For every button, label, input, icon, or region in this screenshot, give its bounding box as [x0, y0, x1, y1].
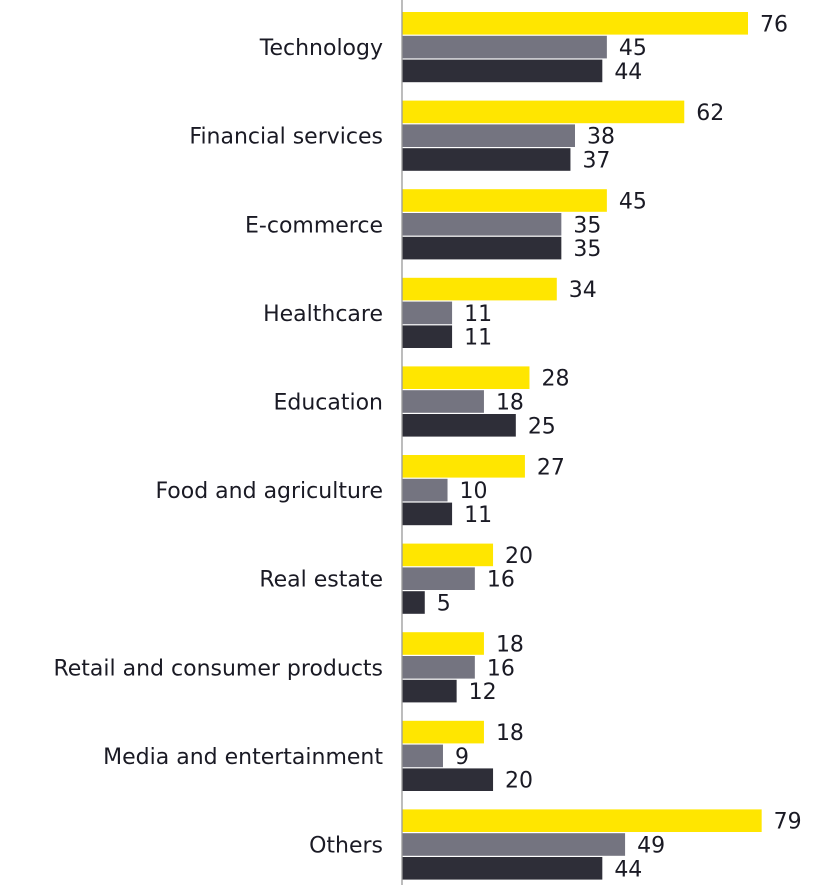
bar-b — [402, 213, 562, 236]
bars-group — [402, 12, 762, 880]
bar-a — [402, 455, 525, 478]
value-label: 62 — [696, 101, 724, 126]
bar-b — [402, 478, 448, 502]
value-label: 45 — [619, 36, 647, 61]
value-label: 16 — [487, 656, 515, 681]
bar-b — [402, 301, 453, 325]
category-label: Technology — [259, 36, 383, 61]
bar-b — [402, 833, 626, 856]
bar-c — [402, 857, 603, 880]
value-label: 11 — [464, 326, 492, 351]
value-label: 25 — [528, 414, 556, 439]
value-label: 35 — [573, 237, 601, 262]
value-label: 9 — [455, 745, 469, 770]
value-label: 20 — [505, 769, 533, 794]
value-label: 11 — [464, 302, 492, 327]
value-label: 44 — [614, 857, 642, 882]
category-label: Food and agriculture — [155, 479, 383, 504]
value-label: 16 — [487, 568, 515, 593]
value-label: 20 — [505, 544, 533, 569]
category-label: Real estate — [259, 568, 383, 593]
value-label: 10 — [460, 479, 488, 504]
category-label: Healthcare — [263, 302, 383, 327]
bar-a — [402, 277, 557, 301]
value-label: 18 — [496, 633, 524, 658]
bar-c — [402, 414, 516, 437]
bar-b — [402, 390, 484, 413]
value-label: 18 — [496, 391, 524, 416]
bar-c — [402, 591, 425, 614]
value-label: 18 — [496, 721, 524, 746]
value-label: 34 — [569, 278, 597, 303]
bar-a — [402, 12, 748, 35]
bar-c — [402, 148, 571, 171]
bar-a — [402, 720, 484, 744]
value-label: 27 — [537, 455, 565, 480]
value-label: 76 — [760, 12, 788, 37]
bar-b — [402, 567, 475, 590]
value-label: 28 — [541, 367, 569, 392]
bar-a — [402, 189, 607, 212]
bar-a — [402, 632, 484, 655]
value-label: 44 — [614, 60, 642, 85]
value-label: 45 — [619, 190, 647, 215]
value-label: 35 — [573, 213, 601, 238]
value-label: 79 — [774, 810, 802, 835]
bar-b — [402, 124, 575, 147]
category-label: Retail and consumer products — [53, 656, 383, 681]
value-label: 5 — [437, 592, 451, 617]
bar-b — [402, 744, 443, 768]
bar-c — [402, 236, 562, 260]
bar-a — [402, 100, 685, 124]
value-label: 11 — [464, 503, 492, 528]
category-label: E-commerce — [245, 213, 383, 238]
value-label: 37 — [582, 149, 610, 174]
bar-c — [402, 768, 494, 791]
bar-a — [402, 809, 762, 832]
category-label: Others — [309, 834, 383, 859]
bar-a — [402, 366, 530, 389]
bar-b — [402, 35, 607, 59]
category-label: Media and entertainment — [103, 745, 383, 770]
value-label: 12 — [469, 680, 497, 705]
bar-c — [402, 325, 453, 348]
bar-c — [402, 59, 603, 83]
bar-a — [402, 543, 494, 567]
value-label: 49 — [637, 834, 665, 859]
category-label: Education — [273, 391, 383, 416]
bar-c — [402, 679, 457, 703]
category-label: Financial services — [189, 125, 383, 150]
bar-c — [402, 502, 453, 526]
value-label: 38 — [587, 125, 615, 150]
bar-b — [402, 656, 475, 679]
